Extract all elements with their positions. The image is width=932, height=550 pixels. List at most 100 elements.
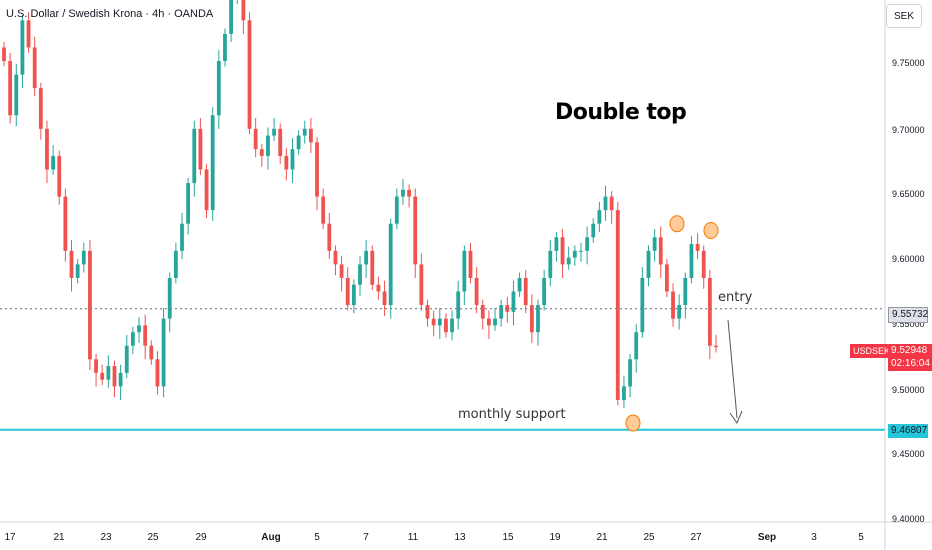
candle-body — [707, 277, 712, 346]
candle-body — [370, 250, 375, 285]
candle-body — [511, 291, 516, 312]
candle-body — [480, 305, 485, 319]
price-tick-label: 9.70000 — [892, 125, 925, 135]
candle-body — [241, 0, 246, 21]
candle-body — [81, 250, 86, 265]
candle-body — [437, 318, 442, 326]
double-top-marker — [625, 414, 641, 432]
candle-body — [290, 149, 295, 170]
candle-body — [401, 189, 405, 197]
time-tick-label: 25 — [147, 532, 159, 543]
candle-body — [658, 237, 663, 265]
time-tick-label: Sep — [758, 532, 776, 543]
time-tick-label: 21 — [53, 532, 65, 543]
candle-body — [431, 318, 436, 326]
time-tick-label: 7 — [363, 532, 369, 543]
candle-body — [339, 264, 344, 278]
candle-body — [38, 88, 43, 129]
candle-body — [149, 345, 154, 360]
entry-label[interactable]: entry — [718, 290, 753, 305]
candle-body — [671, 291, 675, 319]
candle-body — [419, 264, 424, 306]
candle-body — [462, 250, 467, 292]
candle-body — [272, 128, 276, 136]
time-tick-label: 27 — [690, 532, 702, 543]
candle-body — [124, 345, 129, 373]
candle-body — [640, 277, 645, 333]
candle-body — [572, 250, 577, 258]
candle-body — [450, 318, 454, 333]
candle-body — [425, 305, 430, 319]
candle-body — [186, 183, 191, 224]
candle-body — [223, 33, 227, 62]
candle-body — [529, 305, 534, 333]
time-axis[interactable]: 17 21 23 25 29 Aug 5 7 11 13 15 19 21 25 27 Sep 3 5 — [4, 532, 864, 543]
time-tick-label: 5 — [858, 532, 864, 543]
time-tick-label: 13 — [454, 532, 466, 543]
candle-body — [20, 20, 25, 75]
candle-body — [486, 318, 491, 326]
time-tick-label: 29 — [195, 532, 207, 543]
candle-body — [57, 155, 62, 197]
candle-body — [579, 250, 583, 252]
candle-body — [308, 128, 313, 143]
candle-body — [358, 264, 362, 285]
candle-body — [112, 366, 117, 387]
candle-body — [597, 210, 602, 224]
candle-body — [210, 115, 215, 211]
candle-body — [8, 61, 13, 116]
candles — [2, 0, 718, 409]
candle-body — [130, 332, 135, 346]
candle-body — [468, 250, 473, 278]
candle-body — [591, 223, 596, 238]
candle-body — [155, 359, 160, 387]
candle-body — [106, 366, 111, 380]
candle-body — [345, 277, 350, 306]
candle-body — [315, 142, 319, 197]
price-axis[interactable]: 9.75000 9.70000 9.65000 9.60000 9.55000 9.500… — [892, 58, 925, 524]
candle-body — [364, 250, 369, 265]
candle-body — [2, 47, 6, 62]
candle-body — [585, 237, 590, 251]
candle-body — [75, 264, 80, 278]
support-label[interactable]: monthly support — [458, 407, 566, 422]
price-tick-label: 9.60000 — [892, 254, 925, 264]
support-price-tag: 9.46807 — [888, 424, 928, 438]
candle-body — [474, 277, 479, 306]
candle-body — [376, 284, 381, 292]
candle-body — [69, 250, 74, 278]
down-arrow[interactable] — [727, 319, 743, 425]
candle-body — [566, 257, 571, 265]
current-price-tag: 9.52948 — [888, 344, 932, 358]
candle-body — [382, 291, 387, 306]
candle-body — [327, 223, 332, 251]
candle-body — [634, 332, 639, 360]
time-tick-label: 11 — [408, 532, 419, 543]
candle-body — [118, 372, 123, 387]
time-tick-label: 23 — [100, 532, 112, 543]
double-top-marker — [703, 221, 719, 239]
candle-body — [542, 277, 547, 306]
candle-body — [701, 250, 706, 278]
candle-body — [45, 128, 49, 170]
candle-body — [296, 135, 301, 150]
candle-body — [247, 20, 252, 129]
pattern-label[interactable]: Double top — [555, 100, 687, 125]
candle-body — [554, 237, 559, 251]
price-tick-label: 9.65000 — [892, 189, 925, 199]
symbol-title[interactable]: U.S. Dollar / Swedish Krona · 4h · OANDA — [6, 8, 214, 20]
candle-body — [615, 210, 620, 400]
candle-body — [143, 325, 148, 346]
candle-body — [333, 250, 338, 265]
candle-body — [26, 20, 31, 48]
candle-body — [505, 305, 510, 312]
bar-countdown: 02:16:04 — [888, 357, 932, 371]
candle-body — [493, 318, 497, 326]
candle-body — [94, 359, 98, 373]
candle-body — [198, 128, 203, 170]
markers — [625, 215, 719, 432]
currency-unit-button[interactable]: SEK — [886, 4, 922, 28]
candle-body — [628, 359, 632, 387]
candle-body — [683, 277, 688, 306]
